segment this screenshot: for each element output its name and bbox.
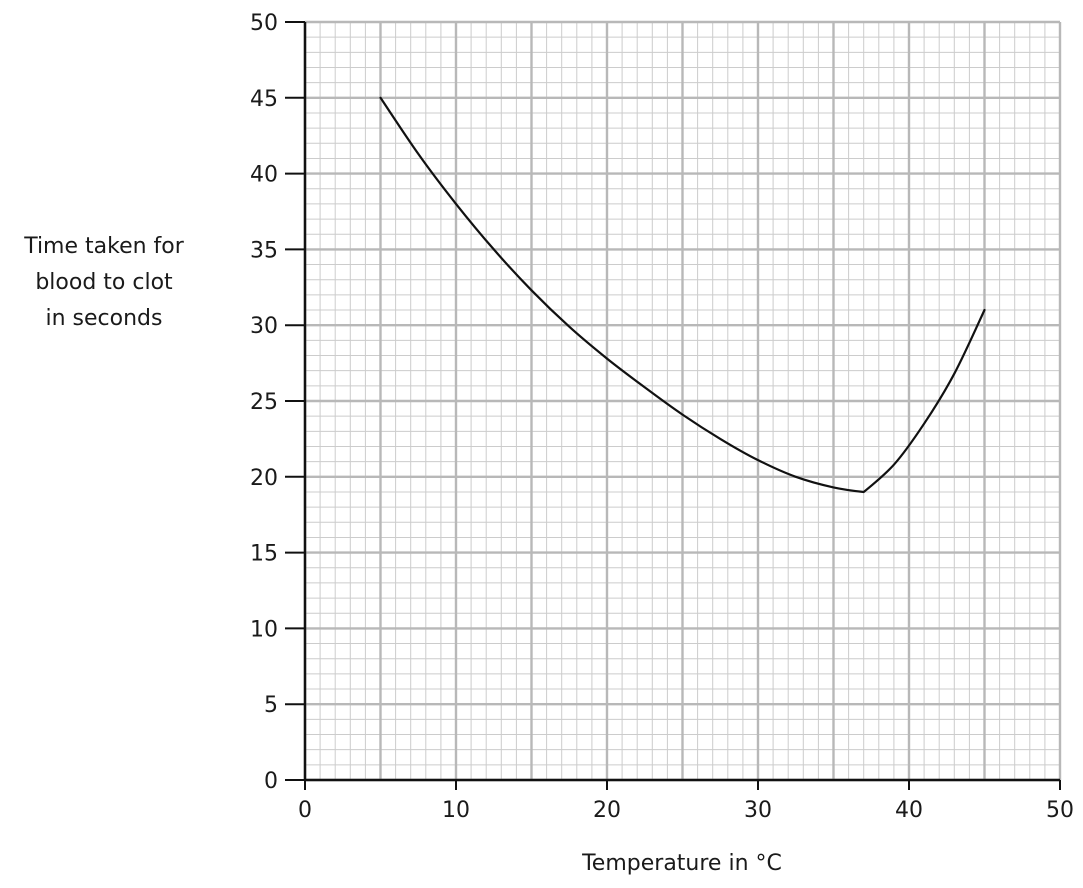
ticks — [285, 21, 1061, 790]
y-tick-label: 0 — [264, 769, 278, 794]
y-tick-label: 15 — [250, 542, 278, 567]
y-axis-title-line-2: blood to clot — [35, 270, 173, 295]
y-axis-title: Time taken for blood to clot in seconds — [23, 234, 185, 331]
y-tick-label: 50 — [250, 11, 278, 36]
x-tick-label: 10 — [442, 798, 470, 823]
x-tick-label: 50 — [1046, 798, 1074, 823]
y-tick-label: 30 — [250, 314, 278, 339]
y-tick-label: 40 — [250, 163, 278, 188]
y-tick-label: 10 — [250, 617, 278, 642]
y-tick-label: 20 — [250, 466, 278, 491]
y-axis-title-line-1: Time taken for — [23, 234, 185, 259]
x-tick-label: 20 — [593, 798, 621, 823]
y-tick-label: 45 — [250, 87, 278, 112]
y-axis-title-line-3: in seconds — [46, 306, 163, 331]
x-tick-label: 40 — [895, 798, 923, 823]
major-grid — [303, 20, 1062, 782]
x-axis-title: Temperature in °C — [581, 851, 782, 876]
x-tick-label: 0 — [298, 798, 312, 823]
y-tick-label: 5 — [264, 693, 278, 718]
y-tick-label: 25 — [250, 390, 278, 415]
series-line — [379, 96, 986, 494]
tick-labels: 0 10 20 30 40 50 0 5 10 15 20 25 30 35 40 45 50 — [250, 11, 1074, 823]
y-tick-label: 35 — [250, 238, 278, 263]
x-tick-label: 30 — [744, 798, 772, 823]
